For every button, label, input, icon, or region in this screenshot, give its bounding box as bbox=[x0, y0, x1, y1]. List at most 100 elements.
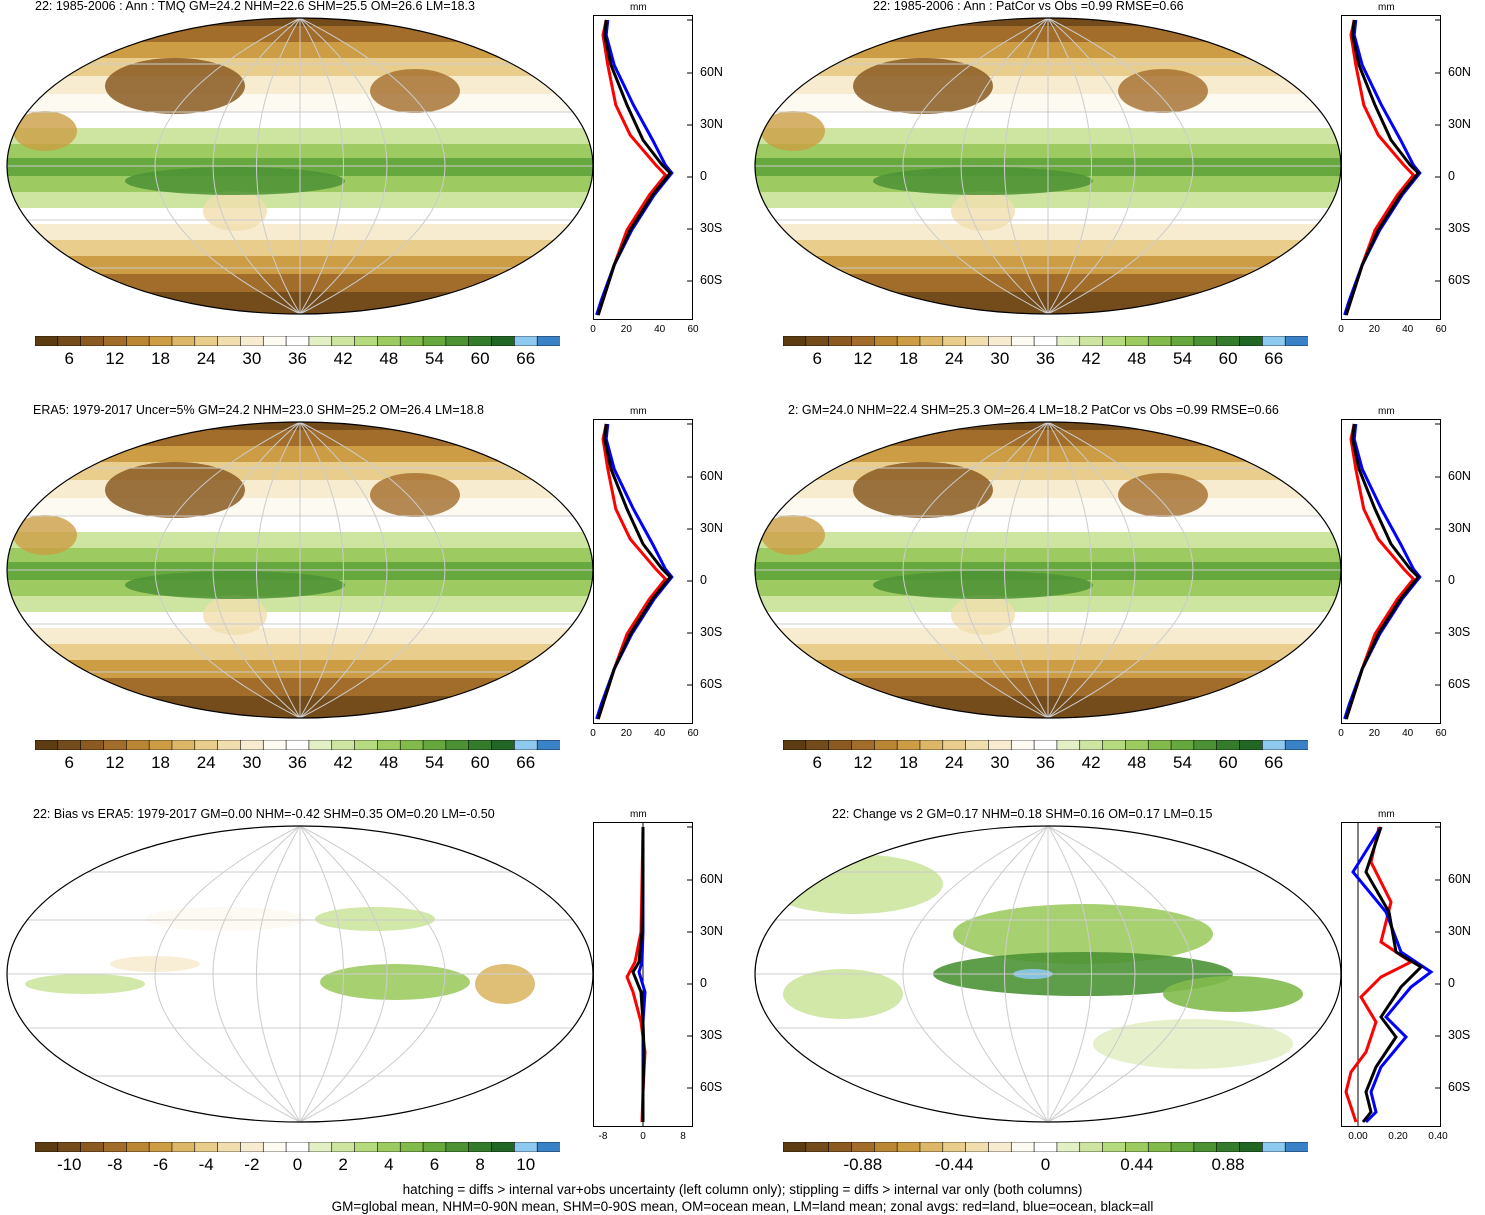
colorbar-label: 36 bbox=[1036, 753, 1055, 772]
colorbar-swatch bbox=[377, 1142, 402, 1152]
colorbar-swatch bbox=[1284, 1142, 1308, 1152]
colorbar-label: 30 bbox=[990, 349, 1010, 368]
colorbar-label: 48 bbox=[1127, 753, 1147, 772]
latitude-tick-label: 30N bbox=[700, 521, 723, 535]
colorbar-swatch bbox=[828, 336, 853, 346]
land-dry-patch bbox=[13, 515, 77, 555]
colorbar-swatch bbox=[354, 336, 379, 346]
colorbar-label: 66 bbox=[1264, 753, 1284, 772]
colorbar-label: -6 bbox=[152, 1155, 169, 1174]
colorbar-label: 12 bbox=[105, 753, 125, 772]
colorbar-swatch bbox=[80, 740, 105, 750]
latitude-tick-label: 60N bbox=[1448, 872, 1471, 886]
latitude-tick-label: 60N bbox=[700, 469, 723, 483]
colorbar-swatch bbox=[828, 1142, 853, 1152]
colorbar-label: 42 bbox=[333, 349, 353, 368]
colorbar-swatch bbox=[1147, 336, 1172, 346]
colorbar-swatch bbox=[468, 1142, 493, 1152]
zonal-x-tick-label: 0 bbox=[590, 728, 596, 739]
zonal-unit-label: mm bbox=[1378, 406, 1395, 417]
zonal-unit-label: mm bbox=[1378, 2, 1395, 13]
land-dry-patch bbox=[370, 69, 460, 113]
colorbar-swatch bbox=[285, 740, 310, 750]
colorbar-swatch bbox=[171, 740, 196, 750]
colorbar-label: 8 bbox=[475, 1155, 485, 1174]
colorbar-label: 24 bbox=[944, 349, 964, 368]
latitude-tick-label: 30S bbox=[1448, 221, 1471, 235]
latitude-tick-label: 30S bbox=[700, 1028, 723, 1042]
bias-patch bbox=[320, 964, 470, 1000]
colorbar-label: 12 bbox=[105, 349, 125, 368]
bias-patch bbox=[110, 956, 200, 972]
zonal-x-tick-label: 40 bbox=[654, 728, 666, 739]
colorbar-label: 30 bbox=[242, 349, 262, 368]
colorbar-swatch bbox=[1216, 1142, 1241, 1152]
zonal-x-tick-label: 40 bbox=[1402, 324, 1414, 335]
colorbar-label: -0.44 bbox=[934, 1155, 974, 1174]
colorbar-swatch bbox=[1056, 336, 1081, 346]
change-patch bbox=[953, 904, 1213, 964]
colorbar-label: 6 bbox=[812, 349, 822, 368]
bias-patch bbox=[475, 964, 535, 1004]
colorbar-swatch bbox=[308, 740, 333, 750]
colorbar-label: 6 bbox=[64, 349, 74, 368]
colorbar-swatch bbox=[1147, 740, 1172, 750]
colorbar-swatch bbox=[1102, 740, 1127, 750]
zonal-curve-mean bbox=[596, 423, 673, 720]
colorbar-swatch bbox=[148, 336, 173, 346]
colorbar-swatch bbox=[57, 1142, 82, 1152]
latitude-tick-label: 30N bbox=[1448, 117, 1471, 131]
colorbar-label: 10 bbox=[516, 1155, 536, 1174]
zonal-x-tick-label: 0.20 bbox=[1388, 1131, 1408, 1142]
colorbar-label: 12 bbox=[853, 349, 873, 368]
zonal-average-plot bbox=[1341, 419, 1441, 724]
colorbar-swatch bbox=[965, 1142, 990, 1152]
colorbar-swatch bbox=[942, 1142, 967, 1152]
panel-title: 22: Bias vs ERA5: 1979-2017 GM=0.00 NHM=… bbox=[33, 807, 495, 821]
colorbar-swatch bbox=[491, 740, 516, 750]
zonal-unit-label: mm bbox=[630, 809, 647, 820]
colorbar-swatch bbox=[240, 1142, 265, 1152]
zonal-x-tick-label: 8 bbox=[680, 1131, 686, 1142]
colorbar-label: -0.88 bbox=[843, 1155, 883, 1174]
colorbar-swatch bbox=[331, 740, 356, 750]
colorbar-swatch bbox=[942, 336, 967, 346]
latitude-tick-label: 60N bbox=[1448, 469, 1471, 483]
zonal-x-tick-label: 20 bbox=[620, 728, 632, 739]
colorbar-swatch bbox=[896, 740, 921, 750]
colorbar-swatch bbox=[148, 740, 173, 750]
land-dry-patch bbox=[761, 515, 825, 555]
zonal-x-tick-label: 20 bbox=[1368, 324, 1380, 335]
colorbar-label: 60 bbox=[1218, 753, 1238, 772]
colorbar-swatch bbox=[783, 1142, 807, 1152]
colorbar-label: 66 bbox=[516, 753, 536, 772]
colorbar-label: 18 bbox=[151, 753, 170, 772]
colorbar-swatch bbox=[194, 336, 219, 346]
latitude-tick-label: 60S bbox=[1448, 273, 1471, 287]
colorbar-swatch bbox=[1079, 740, 1104, 750]
zonal-curve-ocean bbox=[1351, 826, 1434, 1124]
colorbar bbox=[783, 740, 1308, 750]
zonal-unit-label: mm bbox=[630, 2, 647, 13]
colorbar-swatch bbox=[1056, 740, 1081, 750]
latitude-tick-label: 30S bbox=[1448, 625, 1471, 639]
colorbar bbox=[783, 336, 1308, 346]
latitude-tick-label: 0 bbox=[1448, 573, 1455, 587]
colorbar-swatch bbox=[445, 1142, 470, 1152]
land-dry-patch bbox=[370, 473, 460, 517]
colorbar-swatch bbox=[896, 1142, 921, 1152]
colorbar-swatch bbox=[1262, 336, 1286, 346]
latitude-tick-label: 30N bbox=[1448, 924, 1471, 938]
colorbar-label: 48 bbox=[379, 753, 399, 772]
colorbar bbox=[35, 740, 560, 750]
world-map bbox=[6, 17, 594, 315]
colorbar-label: 0.44 bbox=[1120, 1155, 1154, 1174]
colorbar-label: 66 bbox=[1264, 349, 1284, 368]
latitude-tick-label: 60S bbox=[700, 273, 723, 287]
colorbar-swatch bbox=[1170, 336, 1195, 346]
latitude-tick-label: 60N bbox=[700, 65, 723, 79]
footer-note-means: GM=global mean, NHM=0-90N mean, SHM=0-90… bbox=[331, 1199, 1154, 1214]
colorbar-swatch bbox=[1193, 1142, 1218, 1152]
colorbar-swatch bbox=[1125, 740, 1150, 750]
colorbar-label: 48 bbox=[379, 349, 399, 368]
